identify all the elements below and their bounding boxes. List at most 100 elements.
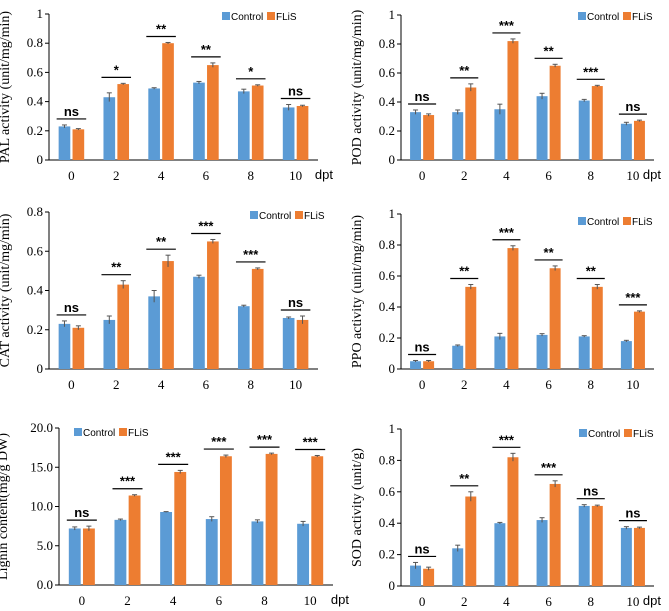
y-tick-label: 0.6 xyxy=(27,64,44,79)
x-tick-label: 10 xyxy=(626,594,639,609)
bar-flis xyxy=(465,87,477,160)
x-tick-label: 6 xyxy=(545,168,552,183)
bar-control xyxy=(536,520,548,586)
x-tick-label: 10 xyxy=(289,377,302,392)
y-tick-label: 5.0 xyxy=(37,538,53,553)
y-tick-label: 1 xyxy=(389,7,396,22)
y-tick-label: 0 xyxy=(37,361,44,376)
x-tick-label: 4 xyxy=(503,377,510,392)
bar-flis xyxy=(633,311,645,369)
x-tick-label: 4 xyxy=(170,593,177,608)
legend-swatch-flis xyxy=(267,12,275,20)
significance-label: ** xyxy=(201,42,212,57)
legend-swatch-control xyxy=(74,428,82,436)
bar-control xyxy=(452,548,464,586)
bar-flis xyxy=(465,496,477,586)
significance-label: *** xyxy=(211,434,227,449)
significance-label: ** xyxy=(156,21,167,36)
bar-flis xyxy=(633,120,645,160)
significance-label: ns xyxy=(288,84,303,99)
bar-flis xyxy=(296,319,309,369)
x-tick-label: 2 xyxy=(461,168,468,183)
significance-label: ** xyxy=(586,264,597,279)
y-tick-label: 0 xyxy=(389,578,396,593)
y-tick-label: 0.6 xyxy=(379,484,396,499)
bar-control xyxy=(193,276,205,369)
x-tick-label: 2 xyxy=(461,594,468,609)
significance-label: ** xyxy=(156,234,167,249)
x-tick-label: 6 xyxy=(203,168,210,183)
significance-label: ns xyxy=(625,506,640,521)
legend-label-control: Control xyxy=(588,429,620,440)
bar-flis xyxy=(507,248,519,369)
legend: Control FLiS xyxy=(579,429,654,440)
bar-control xyxy=(578,336,590,369)
bar-control xyxy=(114,519,127,585)
bar-flis xyxy=(82,528,95,585)
x-tick-label: 0 xyxy=(419,168,426,183)
y-tick-label: 0 xyxy=(37,152,44,167)
chart-cat: 0 0.2 0.4 0.6 0.8 CAT activity (unit/mg/min) n… xyxy=(0,204,325,392)
bar-control xyxy=(148,88,160,160)
significance-label: ns xyxy=(414,89,429,104)
bar-flis xyxy=(265,453,278,585)
x-tick-label: 0 xyxy=(79,593,86,608)
significance-label: ns xyxy=(74,505,89,520)
significance-label: ns xyxy=(414,339,429,354)
bar-control xyxy=(282,107,295,160)
bar-flis xyxy=(591,505,603,586)
legend-label-flis: FLiS xyxy=(632,12,653,23)
bar-control xyxy=(578,505,590,586)
x-tick-label: 8 xyxy=(261,593,268,608)
bar-flis xyxy=(633,527,645,586)
chart-lignin: 0.0 5.0 10.0 15.0 20.0 Lignin content(mg/g DW… xyxy=(0,420,349,608)
bar-flis xyxy=(423,115,435,160)
y-tick-label: 0.4 xyxy=(379,299,396,314)
x-tick-label: 8 xyxy=(588,594,595,609)
legend-label-control: Control xyxy=(231,12,263,23)
y-axis-label: CAT activity (unit/mg/min) xyxy=(0,213,13,367)
x-tick-label: 6 xyxy=(545,594,552,609)
x-tick-label: 6 xyxy=(545,377,552,392)
bar-flis xyxy=(207,241,219,369)
legend: Control FLiS xyxy=(578,12,653,23)
significance-label: ** xyxy=(544,245,555,260)
bar-flis xyxy=(296,105,309,160)
y-tick-label: 0 xyxy=(389,361,396,376)
chart-pal: 0 0.2 0.4 0.6 0.8 1 PAL activity (unit/mg/min)… xyxy=(0,6,333,183)
legend-swatch-control xyxy=(250,211,258,219)
y-tick-label: 0.6 xyxy=(379,65,396,80)
y-tick-label: 0 xyxy=(389,152,396,167)
y-axis-label: Lignin content(mg/g DW) xyxy=(0,433,11,580)
y-tick-label: 15.0 xyxy=(30,459,53,474)
chart-pod: 0 0.2 0.4 0.6 0.8 1 POD activity (unit/mg/min)… xyxy=(350,7,661,183)
significance-label: ** xyxy=(544,43,555,58)
x-tick-label: 2 xyxy=(113,377,120,392)
bar-control xyxy=(103,319,116,369)
bar-flis xyxy=(117,84,130,160)
x-tick-label: 2 xyxy=(113,168,120,183)
y-tick-label: 0.0 xyxy=(37,577,53,592)
bar-control xyxy=(494,109,506,160)
bar-flis xyxy=(251,268,264,369)
significance-label: *** xyxy=(499,432,515,447)
significance-label: ns xyxy=(64,104,79,119)
bar-flis xyxy=(117,284,130,369)
bar-control xyxy=(68,528,81,585)
bar-flis xyxy=(549,268,561,369)
bar-control xyxy=(410,112,422,160)
legend: Control FLiS xyxy=(250,211,325,222)
bar-flis xyxy=(591,286,603,369)
y-axis-label: SOD activity (unit/g) xyxy=(350,448,365,567)
x-tick-label: 10 xyxy=(626,377,639,392)
bar-control xyxy=(237,91,250,160)
bar-control xyxy=(536,96,548,160)
bar-control xyxy=(282,317,295,369)
bar-flis xyxy=(162,43,174,161)
bar-control xyxy=(620,123,632,160)
bar-flis xyxy=(591,86,603,160)
legend-label-control: Control xyxy=(259,211,291,222)
x-tick-label: 4 xyxy=(158,168,165,183)
x-tick-label: 10 xyxy=(304,593,317,608)
bar-control xyxy=(193,82,205,160)
